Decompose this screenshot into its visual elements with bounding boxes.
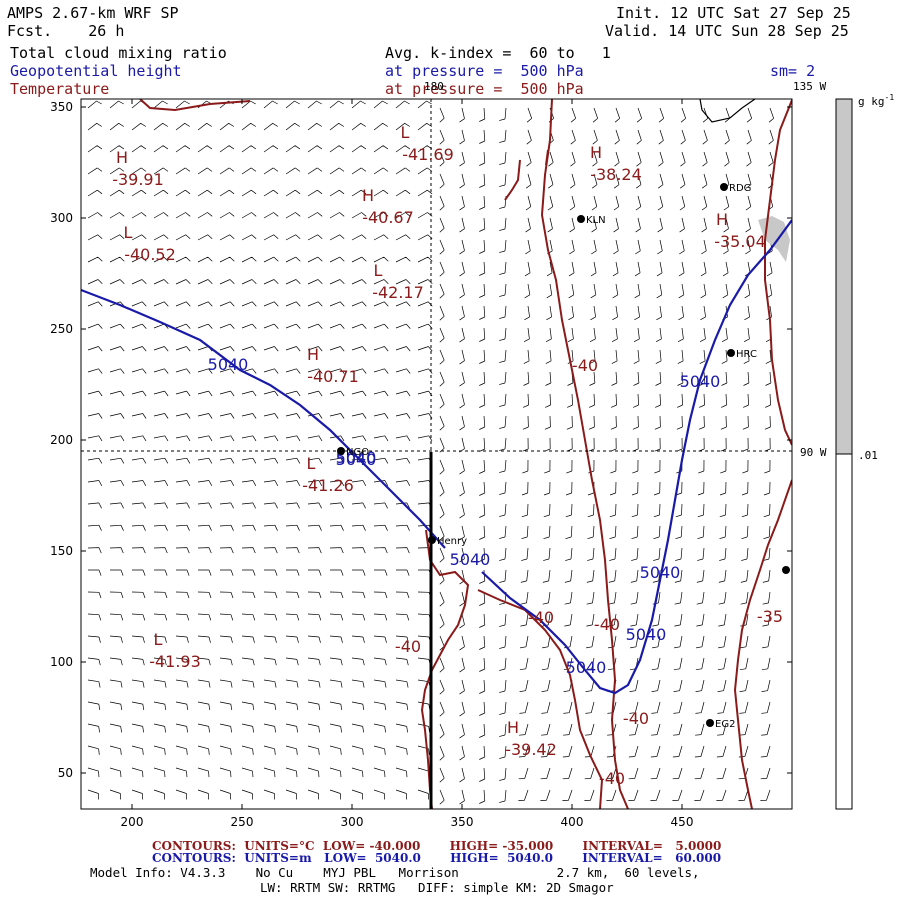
x-tick-label: 200 [121,815,144,829]
station-label: RDG [729,183,751,194]
plot-frame [80,98,793,810]
field-height-label: Geopotential height [10,62,182,80]
temperature-label: -40 [623,709,649,728]
temperature-label: -39.42 [505,740,557,759]
temperature-label: L [154,630,163,649]
station-marker [706,719,714,727]
temp-contour-info: CONTOURS: UNITS=°C LOW= -40.000 HIGH= -3… [152,839,722,853]
y-axis: 350 300 250 200 150 100 50 [50,100,792,780]
height-label: 5040 [566,658,607,677]
y-tick-label: 150 [50,544,73,558]
wind-barbs [87,100,775,805]
x-tick-label: 350 [451,815,474,829]
temperature-label: H [116,148,128,167]
y-tick-label: 200 [50,433,73,447]
x-tick-label: 300 [341,815,364,829]
height-label: 5040 [336,450,377,469]
model-info-physics: LW: RRTM SW: RRTMG DIFF: simple KM: 2D S… [260,880,614,895]
height-label: 5040 [626,625,667,644]
temperature-label: H [590,143,602,162]
temperature-label: -40 [599,769,625,788]
station-marker [727,349,735,357]
temperature-label: -40.71 [307,367,359,386]
y-tick-label: 300 [50,211,73,225]
temperature-label: -40 [594,615,620,634]
station-marker [337,447,345,455]
temperature-label: H [507,718,519,737]
temperature-label: L [401,123,410,142]
station-marker [577,215,585,223]
temperature-label: H [716,210,728,229]
colorbar-unit: g kg-1 [858,93,894,108]
field-temp-label: Temperature [10,80,110,98]
station-marker [720,183,728,191]
stations: RDG KLN HRC NGO Henry EG2 [337,183,790,730]
temperature-contours [139,99,792,809]
valid-time: Valid. 14 UTC Sun 28 Sep 25 [605,22,849,40]
temperature-label: -39.91 [112,170,164,189]
temperature-label: L [374,261,383,280]
lon-135-label: 135 W [793,80,826,93]
height-label: 5040 [450,550,491,569]
lon-90-label: 90 W [800,446,827,459]
temperature-label: -40.52 [124,245,176,264]
height-label: 5040 [208,355,249,374]
coastline [699,99,756,123]
temperature-label: -42.17 [372,283,424,302]
height-contour-info: CONTOURS: UNITS=m LOW= 5040.0 HIGH= 5040… [152,851,722,865]
forecast-hour: Fcst. 26 h [7,22,125,40]
temperature-label: -35 [757,607,783,626]
temperature-label: -35.04 [714,232,766,251]
temperature-label: L [124,223,133,242]
station-label: HRC [736,349,757,360]
x-tick-label: 400 [561,815,584,829]
temperature-label: -40 [528,608,554,627]
model-info: Model Info: V4.3.3 No Cu MYJ PBL Morriso… [90,865,700,880]
station-marker [428,536,436,544]
station-label: KLN [586,215,606,226]
colorbar-fill [835,98,853,455]
height-contours [81,219,792,695]
model-title: AMPS 2.67-km WRF SP [7,4,179,22]
smoothing-label: sm= 2 [770,62,816,80]
temperature-label: -40 [395,637,421,656]
y-tick-label: 350 [50,100,73,114]
colorbar-empty [835,453,853,810]
wind-barb-field [87,100,775,805]
colorbar-level: .01 [858,449,878,462]
temperature-label: -41.26 [302,476,354,495]
height-pressure-label: at pressure = 500 hPa [385,62,584,80]
temperature-label: -40 [572,356,598,375]
y-tick-label: 100 [50,655,73,669]
y-tick-label: 50 [58,766,73,780]
k-index-label: Avg. k-index = 60 to 1 [385,44,611,62]
field-cloud-label: Total cloud mixing ratio [10,44,227,62]
height-label: 5040 [336,448,377,467]
temperature-label: -40.67 [362,208,414,227]
lon-180-label: 180 [424,80,444,93]
x-axis: 200 250 300 350 400 450 [121,99,694,829]
y-tick-label: 250 [50,322,73,336]
temperature-label: H [362,186,374,205]
temperature-label: -41.93 [149,652,201,671]
station-label: EG2 [715,719,735,730]
temperature-label: -41.69 [402,145,454,164]
temperature-label: -38.24 [590,165,642,184]
temperature-label: H [307,345,319,364]
x-tick-label: 250 [231,815,254,829]
station-label: Henry [437,536,467,547]
map-labels: H -39.91 L -40.52 L -41.69 H -40.67 L -42.17 H -40.… [112,123,783,788]
height-label: 5040 [640,563,681,582]
station-label: NGO [346,447,369,458]
station-marker [782,566,790,574]
temperature-label: L [307,454,316,473]
temp-pressure-label: at pressure = 500 hPa [385,80,584,98]
height-label: 5040 [680,372,721,391]
init-time: Init. 12 UTC Sat 27 Sep 25 [616,4,851,22]
x-tick-label: 450 [671,815,694,829]
